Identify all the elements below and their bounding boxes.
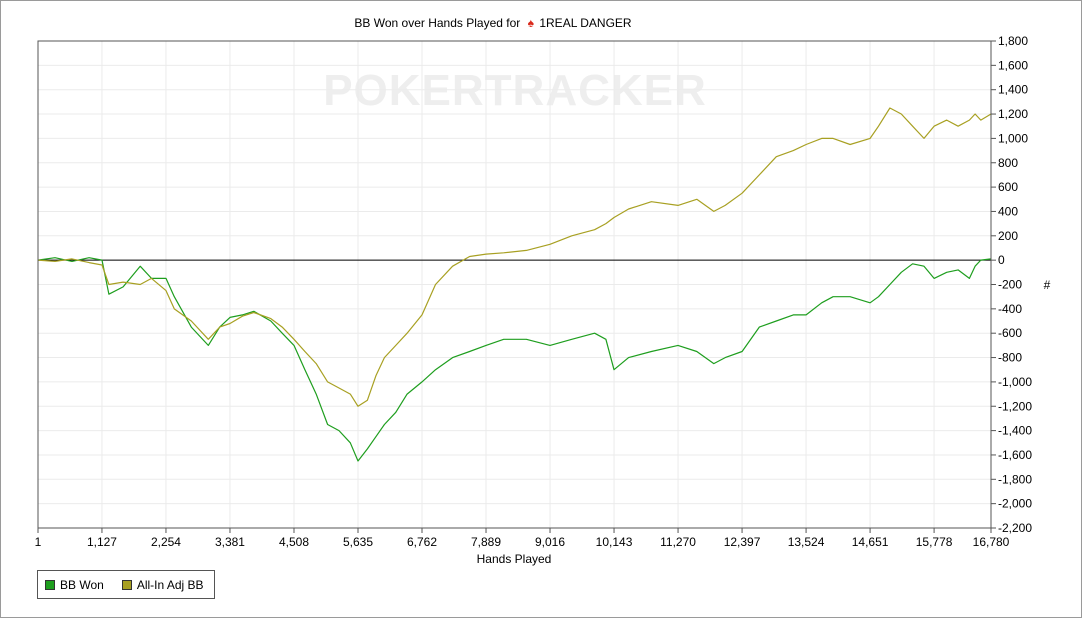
legend-swatch-all-in-adj [121, 579, 132, 590]
y-tick-label: 1,000 [998, 131, 1028, 145]
grid [37, 40, 992, 529]
y-tick-label: -200 [998, 278, 1022, 292]
y-tick-label: 800 [998, 156, 1018, 170]
legend-item-all-in-adj[interactable]: All-In Adj BB [121, 577, 204, 592]
y-tick-label: 1,600 [998, 58, 1028, 72]
x-tick-label: 12,397 [724, 535, 761, 549]
spade-icon: ♠ [528, 16, 535, 30]
x-tick-label: 5,635 [343, 535, 373, 549]
x-tick-label: 14,651 [852, 535, 889, 549]
legend-item-bb-won[interactable]: BB Won [45, 578, 104, 592]
y-tick-label: 0 [998, 253, 1005, 267]
poker-watermark: POKERTRACKER [323, 66, 707, 115]
y-tick-label: -1,200 [998, 399, 1032, 413]
x-tick-label: 1 [35, 535, 42, 549]
y-tick-label: -600 [998, 326, 1022, 340]
legend: BB Won All-In Adj BB [37, 570, 215, 599]
y-axis-ticks: 1,800 1,600 1,400 1,200 1,000 800 600 400 200 0 -2… [991, 34, 1032, 535]
x-tick-label: 4,508 [279, 535, 309, 549]
y-tick-label: 1,400 [998, 83, 1028, 97]
y-tick-label: 1,800 [998, 34, 1028, 48]
y-tick-label: -1,800 [998, 472, 1032, 486]
y-tick-label: -400 [998, 302, 1022, 316]
x-axis-ticks: 1 1,127 2,254 3,381 4,508 5,635 6,762 7,889 9,01… [35, 528, 1010, 549]
y-tick-label: -2,200 [998, 521, 1032, 535]
series-layer [37, 107, 992, 462]
y-tick-label: -2,000 [998, 497, 1032, 511]
series-line-all-in-adj-bb [37, 107, 992, 407]
legend-swatch-bb-won [45, 579, 55, 590]
legend-label-bb-won: BB Won [60, 577, 104, 592]
y-tick-label: 600 [998, 180, 1018, 194]
x-tick-label: 2,254 [151, 535, 181, 549]
x-tick-label: 16,780 [973, 535, 1010, 549]
y-tick-label: -800 [998, 351, 1022, 365]
x-tick-label: 10,143 [596, 535, 633, 549]
x-tick-label: 1,127 [87, 535, 117, 549]
x-tick-label: 9,016 [535, 535, 565, 549]
y-axis-title: # [1044, 278, 1051, 292]
y-tick-label: -1,000 [998, 375, 1032, 389]
x-axis-title: Hands Played [477, 552, 552, 566]
x-tick-label: 6,762 [407, 535, 437, 549]
y-tick-label: -1,600 [998, 448, 1032, 462]
x-tick-label: 3,381 [215, 535, 245, 549]
x-tick-label: 13,524 [788, 535, 825, 549]
player-name: 1REAL DANGER [539, 16, 632, 30]
y-tick-label: 1,200 [998, 107, 1028, 121]
chart-title: BB Won over Hands Played for ♠ 1REAL DAN… [354, 16, 632, 30]
x-tick-label: 7,889 [471, 535, 501, 549]
x-tick-label: 15,778 [916, 535, 953, 549]
x-tick-label: 11,270 [660, 535, 696, 549]
y-tick-label: -1,400 [998, 424, 1032, 438]
legend-label-all-in-adj: All-In Adj BB [136, 577, 204, 592]
chart-title-prefix: BB Won over Hands Played for [354, 16, 520, 30]
y-tick-label: 200 [998, 229, 1018, 243]
series-line-bb-won [37, 257, 992, 462]
y-tick-label: 400 [998, 204, 1018, 218]
